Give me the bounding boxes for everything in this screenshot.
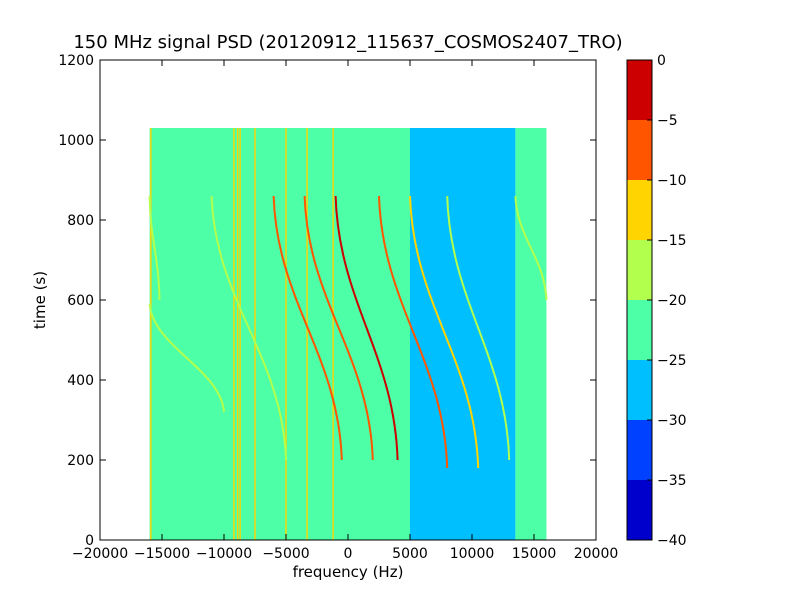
colorbar-tick-label: −35 [657,473,687,489]
doppler-trace [272,195,343,461]
y-axis-label: time (s) [31,271,49,329]
colorbar-tick-label: 0 [657,53,666,69]
colorbar-tick-label: −20 [657,293,687,309]
colorbar-tick-label: −40 [657,533,687,549]
heatmap-background-region [149,128,410,540]
colorbar-band [627,60,652,120]
doppler-trace [210,195,287,461]
x-tick-label: −20000 [72,546,128,562]
x-axis-label: frequency (Hz) [293,563,404,581]
plot-area: −20000 −15000 −10000 −5000 0 5000 10000 15000 20… [58,53,618,562]
y-tick-label: 200 [67,453,94,469]
x-tick-label: 20000 [574,546,619,562]
doppler-trace [446,195,511,461]
x-tick-label: 15000 [512,546,557,562]
x-tick-label: −15000 [134,546,190,562]
doppler-trace [378,195,449,469]
chart-title: 150 MHz signal PSD (20120912_115637_COSM… [73,32,622,53]
colorbar-band [627,420,652,480]
doppler-trace [303,195,374,461]
heatmap-layer [148,128,548,540]
y-axis-ticks: 0 200 400 600 800 1000 1200 [58,53,596,549]
colorbar-band [627,180,652,240]
doppler-trace [334,195,399,461]
y-tick-label: 0 [85,533,94,549]
colorbar-band [627,240,652,300]
colorbar-bands [627,60,652,540]
y-tick-label: 600 [67,293,94,309]
y-tick-label: 1000 [58,133,94,149]
x-tick-label: 5000 [392,546,428,562]
colorbar-tick-label: −10 [657,173,687,189]
colorbar-tick-label: −25 [657,353,687,369]
colorbar-ticks: 0 −5 −10 −15 −20 −25 −30 −35 −40 [647,53,687,549]
heatmap-background-region [410,128,516,540]
colorbar-tick-label: −30 [657,413,687,429]
y-tick-label: 800 [67,213,94,229]
colorbar-band [627,480,652,540]
colorbar-band [627,120,652,180]
colorbar-tick-label: −15 [657,233,687,249]
y-tick-label: 1200 [58,53,94,69]
colorbar-band [627,360,652,420]
doppler-trace [409,195,480,469]
x-tick-label: 0 [344,546,353,562]
colorbar-tick-label: −5 [657,113,678,129]
y-tick-label: 400 [67,373,94,389]
doppler-trace [514,195,548,301]
doppler-trace [148,303,225,413]
colorbar-band [627,300,652,360]
x-tick-label: −10000 [196,546,252,562]
x-tick-label: −5000 [262,546,309,562]
colorbar: 0 −5 −10 −15 −20 −25 −30 −35 −40 [626,53,687,549]
x-tick-label: 10000 [450,546,495,562]
heatmap-background-region [515,128,547,540]
doppler-trace [148,195,161,301]
x-axis-ticks: −20000 −15000 −10000 −5000 0 5000 10000 15000 20… [72,60,618,562]
